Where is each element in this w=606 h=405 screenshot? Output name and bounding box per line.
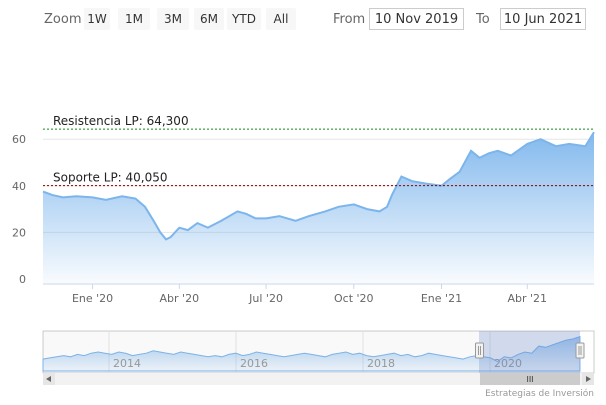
data-point [497, 150, 499, 152]
data-point [400, 176, 402, 178]
data-point [62, 196, 64, 198]
navigator-tick-label: 2016 [240, 357, 268, 370]
zoom-button-1m[interactable]: 1M [118, 8, 150, 30]
data-point [479, 157, 481, 159]
scrollbar[interactable]: III [43, 373, 594, 385]
data-point [459, 171, 461, 173]
navigator-tick-label: 2014 [113, 357, 141, 370]
data-point [391, 194, 393, 196]
navigator-selection[interactable] [479, 331, 580, 373]
data-point [105, 199, 107, 201]
data-point [52, 194, 54, 196]
series-line [42, 131, 595, 241]
credits-text: Estrategias de Inversión [485, 389, 594, 399]
navigator[interactable]: 2014 2016 2018 2020 [42, 330, 595, 374]
data-point [220, 220, 222, 222]
from-label: From [333, 12, 366, 27]
scrollbar-track[interactable] [43, 373, 594, 385]
zoom-button-all[interactable]: All [266, 8, 296, 30]
zoom-label: Zoom [44, 12, 82, 27]
data-point [196, 222, 198, 224]
data-point [411, 180, 413, 182]
navigator-ticks: 2014 2016 2018 2020 [113, 357, 522, 370]
data-point [187, 229, 189, 231]
data-point [308, 215, 310, 217]
data-point [379, 210, 381, 212]
arrow-left-icon [46, 376, 51, 382]
navigator-tick-label: 2020 [494, 357, 522, 370]
x-tick-label: Abr '20 [160, 292, 200, 305]
data-point [170, 236, 172, 238]
series-area [43, 132, 594, 284]
navigator-mask-left [43, 331, 479, 373]
y-axis-ticks: 0 20 40 60 [12, 133, 26, 286]
zoom-button-ytd[interactable]: YTD [227, 8, 261, 30]
data-point [237, 210, 239, 212]
data-point [540, 138, 542, 140]
data-point [278, 215, 280, 217]
data-point [510, 155, 512, 157]
zoom-button-3m[interactable]: 3M [157, 8, 189, 30]
support-line-label: Soporte LP: 40,050 [53, 171, 168, 185]
scrollbar-thumb[interactable] [480, 373, 580, 385]
data-point [42, 191, 44, 193]
zoom-button-1w[interactable]: 1W [84, 8, 110, 30]
navigator-handle-left[interactable] [475, 342, 484, 359]
data-point [353, 203, 355, 205]
resistance-line-label: Resistencia LP: 64,300 [53, 114, 189, 128]
x-tick-label: Ene '21 [421, 292, 462, 305]
data-point [153, 220, 155, 222]
to-date-input[interactable]: 10 Jun 2021 [500, 8, 586, 30]
y-tick-label: 0 [19, 273, 26, 286]
x-tick-label: Oct '20 [334, 292, 374, 305]
data-point [178, 227, 180, 229]
data-point [555, 145, 557, 147]
x-tick-label: Abr '21 [507, 292, 547, 305]
x-axis-ticks: Ene '20 Abr '20 Jul '20 Oct '20 Ene '21 Abr '… [72, 284, 547, 305]
data-point [593, 131, 595, 133]
data-point [75, 195, 77, 197]
y-tick-label: 60 [12, 133, 26, 146]
data-point [338, 206, 340, 208]
data-point [159, 231, 161, 233]
x-tick-label: Jul '20 [248, 292, 283, 305]
data-point [526, 143, 528, 145]
arrow-right-icon [586, 376, 591, 382]
data-point [255, 217, 257, 219]
y-tick-label: 40 [12, 180, 26, 193]
to-label: To [476, 12, 490, 27]
data-point [470, 150, 472, 152]
data-point [245, 213, 247, 215]
data-point [386, 206, 388, 208]
data-point [449, 178, 451, 180]
data-point [441, 185, 443, 187]
data-point [568, 143, 570, 145]
data-point [584, 145, 586, 147]
data-point [144, 206, 146, 208]
data-point [366, 208, 368, 210]
navigator-handle-right[interactable] [575, 342, 585, 359]
zoom-button-6m[interactable]: 6M [194, 8, 224, 30]
navigator-tick-label: 2018 [367, 357, 395, 370]
plot-lines: Resistencia LP: 64,300 Soporte LP: 40,050 [43, 114, 594, 187]
data-point [135, 198, 137, 200]
x-tick-label: Ene '20 [72, 292, 113, 305]
data-point [92, 196, 94, 198]
data-point [207, 227, 209, 229]
data-point [165, 238, 167, 240]
data-point [265, 217, 267, 219]
data-point [488, 152, 490, 154]
from-date-input[interactable]: 10 Nov 2019 [369, 8, 464, 30]
data-point [295, 220, 297, 222]
scrollbar-grip: III [526, 375, 533, 384]
data-point [424, 183, 426, 185]
y-tick-label: 20 [12, 226, 26, 239]
navigator-series [42, 335, 581, 372]
data-point [324, 210, 326, 212]
data-point [121, 195, 123, 197]
